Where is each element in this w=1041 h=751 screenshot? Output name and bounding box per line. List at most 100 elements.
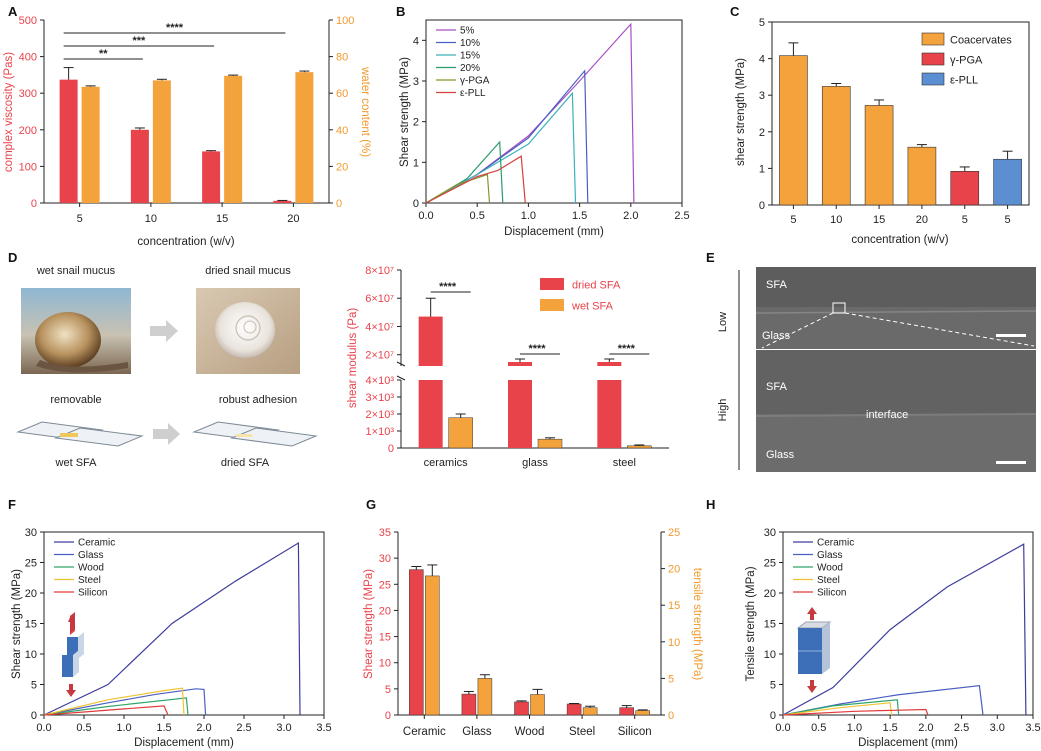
panel-h-y-tick-label: 30 [764, 527, 776, 539]
panel-d-bar [597, 380, 622, 448]
panel-a-significance-stars: *** [132, 35, 146, 47]
panel-g-x-ticks: Ceramic Glass Wood Steel Silicon [403, 715, 652, 738]
panel-b-x-tick-label: 2.0 [623, 210, 638, 222]
panel-c-x-tick-label: 15 [873, 214, 885, 226]
panel-f-lines [43, 541, 301, 716]
panel-d-bar [508, 362, 532, 366]
panel-a-y-tick-label: 100 [19, 161, 37, 173]
panel-b-y-tick-label: 4 [413, 35, 419, 47]
panel-h-x-tick-label: 1.0 [847, 722, 862, 734]
panel-g-bar [409, 569, 424, 716]
panel-f-legend-label: Silicon [78, 588, 107, 599]
panel-f-series-line [43, 687, 185, 716]
panel-a-bar [202, 151, 221, 203]
panel-f-x-tick-label: 3.5 [316, 722, 331, 734]
panel-f-x-ticks: 0.0 0.5 1.0 1.5 2.0 2.5 3.0 3.5 [36, 715, 332, 734]
panel-h-series-line [782, 699, 900, 716]
panel-b-y-ticks: 0 1 2 3 4 [413, 35, 426, 210]
panel-g-bars [409, 564, 650, 716]
panel-g-y-tick-label: 15 [379, 632, 391, 644]
panel-c-legend-swatch [921, 32, 945, 46]
panel-a-bar [224, 75, 243, 203]
panel-h-x-ticks: 0.0 0.5 1.0 1.5 2.0 2.5 3.0 3.5 [775, 715, 1041, 734]
high-mag-label: High [717, 399, 729, 422]
panel-d-legend-swatch [540, 299, 564, 311]
panel-a-significance-stars: **** [166, 22, 184, 34]
panel-a-y-tick-label: 200 [19, 125, 37, 137]
panel-g-bar [514, 701, 529, 716]
panel-c-x-label: concentration (w/v) [851, 234, 948, 246]
panel-h-x-label: Displacement (mm) [858, 737, 958, 749]
panel-f-series-line [43, 705, 169, 716]
panel-h-x-tick-label: 3.5 [1025, 722, 1040, 734]
panel-b-frame [425, 19, 683, 204]
panel-a-y-right-tick-label: 60 [336, 88, 348, 100]
shear-test-schematic [62, 612, 84, 697]
panel-b-series-line [425, 69, 589, 204]
panel-c-y-tick-label: 5 [759, 17, 765, 29]
panel-a-bar [59, 79, 78, 203]
panel-d-y-tick-label: 2×10⁷ [365, 350, 394, 362]
wet-sfa-caption: wet SFA [55, 457, 98, 469]
panel-c-x-tick-label: 5 [962, 214, 968, 226]
panel-d-bar [448, 417, 473, 449]
panel-d-y-ticks: 0 1×10³ 2×10³ 3×10³ 4×10³ 2×10⁷ 4×10⁷ 6×10⁷ 8×10… [365, 265, 401, 455]
panel-a-y-tick-label: 0 [31, 198, 37, 210]
panel-b-legend-label: 10% [460, 38, 480, 49]
panel-g-label: G [366, 497, 376, 512]
gray-arrow-bottom [153, 423, 180, 445]
panel-d-axis-break-2 [396, 375, 406, 381]
panel-f-series-line [43, 541, 301, 716]
robust-adhesion-caption: robust adhesion [219, 394, 297, 406]
panel-a-x-tick-label: 5 [77, 213, 83, 225]
panel-c-bar [907, 146, 937, 206]
panel-h-y-tick-label: 15 [764, 619, 776, 631]
panel-a-bar [81, 86, 100, 203]
panel-h-label: H [706, 497, 715, 512]
panel-g-bar [530, 694, 545, 716]
panel-a-bars [59, 67, 314, 203]
panel-g-y-tick-label: 30 [379, 553, 391, 565]
panel-b-x-ticks: 0.0 0.5 1.0 1.5 2.0 2.5 [418, 203, 690, 222]
sem-interface-label: interface [866, 409, 908, 421]
panel-d-x-tick-label: ceramics [424, 457, 469, 469]
panel-c-bar [821, 86, 851, 206]
panel-d-bar [418, 380, 443, 448]
panel-h-legend-label: Silicon [817, 588, 846, 599]
panel-b-legend-label: 5% [460, 26, 475, 37]
panel-f-legend-label: Steel [78, 575, 101, 586]
panel-c-x-ticks: 5 10 15 20 5 5 [790, 205, 1011, 226]
panel-g-x-tick-label: Wood [515, 726, 545, 738]
panel-f-y-tick-label: 5 [31, 680, 37, 692]
sem-low-sfa: SFA [766, 279, 787, 291]
panel-h-series-line [782, 543, 1027, 716]
panel-g-y-ticks: 0 5 10 15 20 25 30 35 [379, 527, 398, 722]
panel-f-legend-label: Wood [78, 563, 104, 574]
panel-g-bar [566, 703, 582, 716]
panel-g-bar [635, 710, 650, 716]
panel-d-y-tick-label: 8×10⁷ [365, 265, 394, 277]
panel-b-x-tick-label: 2.5 [674, 210, 689, 222]
panel-f-y-tick-label: 30 [25, 527, 37, 539]
panel-c-legend-swatch [921, 72, 945, 86]
wet-snail-photo [21, 288, 131, 374]
panel-f-x-tick-label: 0.5 [76, 722, 91, 734]
panel-f-series-line [43, 688, 207, 716]
panel-a-x-tick-label: 15 [216, 213, 228, 225]
panel-f-y-tick-label: 25 [25, 558, 37, 570]
panel-a-y-right-tick-label: 80 [336, 52, 348, 64]
wet-sfa-slides [16, 421, 144, 447]
panel-h-series-line [782, 702, 893, 716]
panel-b-x-tick-label: 0.5 [470, 210, 485, 222]
panel-g-x-tick-label: Steel [569, 726, 595, 738]
panel-f-x-tick-label: 0.0 [36, 722, 51, 734]
dried-sfa-caption: dried SFA [221, 457, 270, 469]
panel-f-x-tick-label: 2.0 [196, 722, 211, 734]
panel-h-legend-label: Glass [817, 550, 843, 561]
panel-a-y-right-tick-label: 0 [336, 198, 342, 210]
panel-b-x-tick-label: 1.5 [572, 210, 587, 222]
panel-e-label: E [706, 250, 715, 265]
panel-f-x-tick-label: 3.0 [276, 722, 291, 734]
